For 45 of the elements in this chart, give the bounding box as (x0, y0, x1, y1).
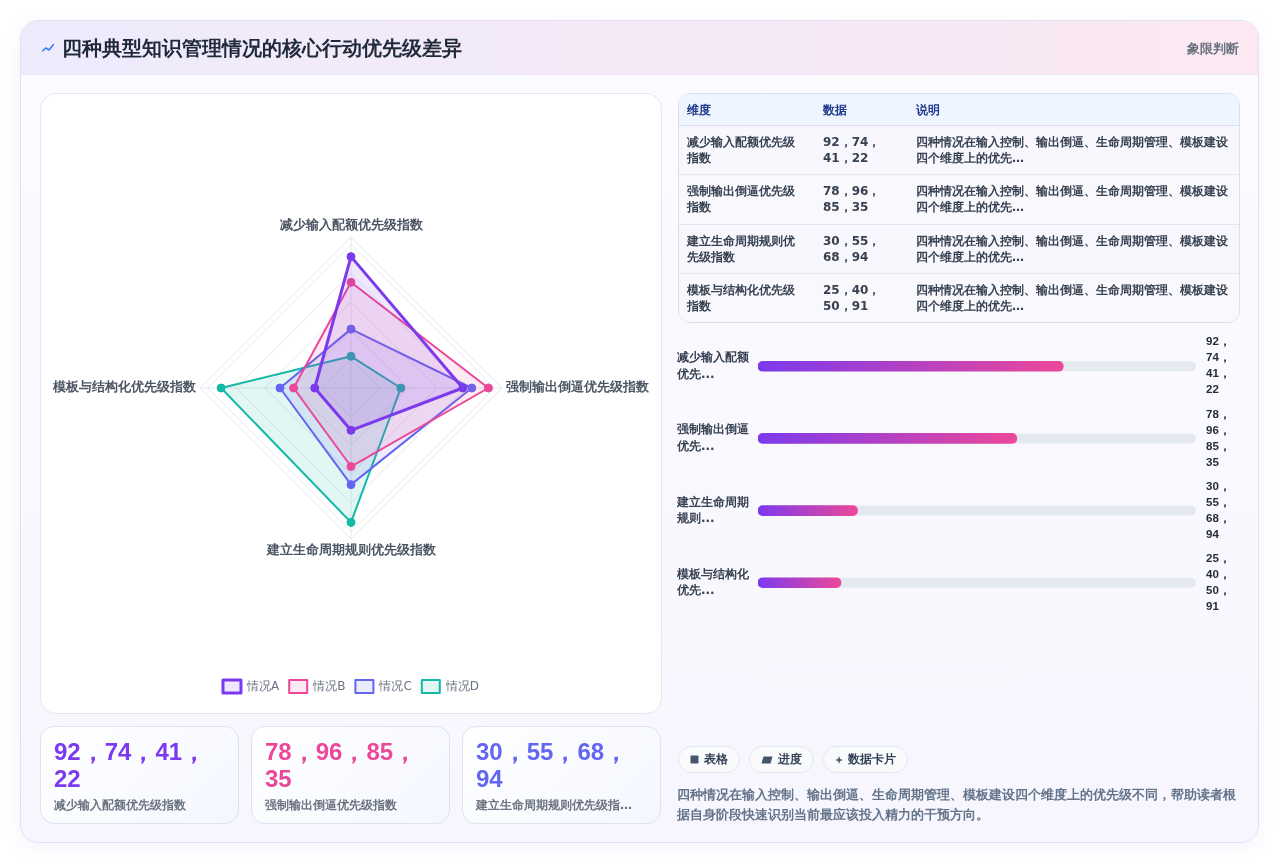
category-label: 表格 (704, 752, 728, 767)
text: 78，96，85，35 (823, 184, 881, 215)
category-label: 维度 (686, 101, 712, 118)
text: 92，74，41，22 (823, 135, 881, 166)
text: 30，55，68，94 (476, 738, 629, 792)
data-label: 30，55，68，94 (1206, 479, 1231, 540)
y-tick-label: 模板与结构化优先... (676, 566, 750, 597)
data-label: 92，74，41，22 (1206, 335, 1231, 396)
text: 30，55，68，94 (823, 233, 881, 264)
spoke-label: 模板与结构化优先级指数 (52, 379, 197, 395)
text: 四种情况在输入控制、输出倒逼、生命周期管理、模板建设四个维度上的优先… (916, 135, 1228, 166)
legend-label: 情况C (378, 678, 412, 693)
y-tick-label: 强制输出倒逼优先... (676, 422, 750, 453)
text: 建立生命周期规则优先级指数 (687, 233, 795, 264)
category-label: 进度 (778, 752, 802, 767)
spoke-label: 减少输入配额优先级指数 (279, 216, 424, 232)
legend-label: 情况A (245, 678, 280, 693)
legend-label: 情况B (312, 678, 346, 693)
category-label: 说明 (915, 101, 941, 118)
text: 象限判断 (1187, 40, 1239, 57)
data-label: 25，40，50，91 (1206, 551, 1231, 612)
legend-label: 情况D (444, 678, 480, 693)
text: 四种情况在输入控制、输出倒逼、生命周期管理、模板建设四个维度上的优先… (916, 184, 1228, 215)
text: 四种情况在输入控制、输出倒逼、生命周期管理、模板建设四个维度上的优先级不同，帮助读者根据自身阶段快速识别当前最应该投入精力的干预方向。 (677, 786, 1237, 824)
bar (758, 577, 842, 589)
y-tick-label: 减少输入配额优先... (676, 350, 750, 381)
data-label: 78，96，85，35 (1206, 407, 1231, 468)
text: 强制输出倒逼优先级指数 (687, 184, 795, 215)
text: 92，74，41，22 (54, 738, 207, 792)
text: 25，40，50，91 (823, 282, 881, 313)
category-label: 数据 (822, 101, 848, 118)
text: 减少输入配额优先级指数 (687, 135, 795, 166)
text: 四种情况在输入控制、输出倒逼、生命周期管理、模板建设四个维度上的优先… (916, 282, 1228, 313)
text: 四种情况在输入控制、输出倒逼、生命周期管理、模板建设四个维度上的优先… (916, 233, 1228, 264)
text: 78，96，85，35 (265, 738, 418, 792)
spoke-label: 强制输出倒逼优先级指数 (506, 379, 650, 395)
category-label: 减少输入配额优先级指数 (54, 797, 187, 813)
text: 模板与结构化优先级指数 (687, 282, 795, 313)
category-label: 建立生命周期规则优先级指… (476, 797, 633, 813)
y-tick-label: 建立生命周期规则... (676, 494, 749, 525)
category-label: 强制输出倒逼优先级指数 (265, 797, 398, 813)
spoke-label: 建立生命周期规则优先级指数 (265, 542, 437, 558)
text: 四种典型知识管理情况的核心行动优先级差异 (62, 35, 462, 61)
category-label: 数据卡片 (848, 752, 896, 767)
bar (758, 505, 858, 516)
